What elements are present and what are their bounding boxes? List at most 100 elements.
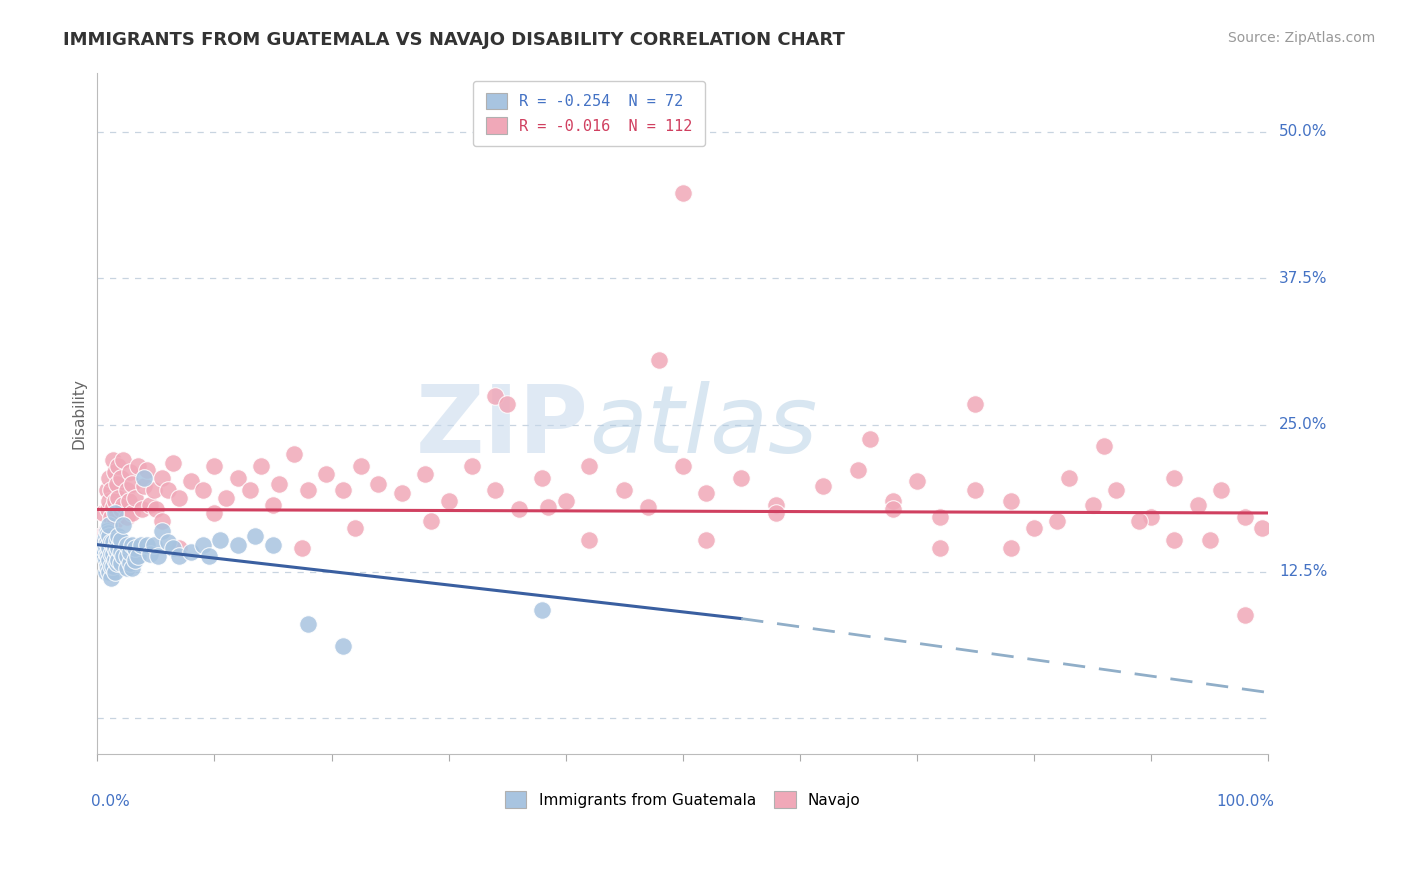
Point: [98, 517, 121, 532]
Point: [134, 479, 156, 493]
Point: [267, 476, 290, 491]
Point: [139, 498, 162, 512]
Point: [1198, 533, 1220, 547]
Text: 0.0%: 0.0%: [91, 795, 131, 809]
Point: [115, 538, 138, 552]
Point: [1092, 439, 1115, 453]
Point: [297, 617, 319, 632]
Point: [96, 535, 118, 549]
Text: 100.0%: 100.0%: [1216, 795, 1274, 809]
Point: [1022, 521, 1045, 535]
Point: [484, 483, 506, 497]
Point: [110, 533, 132, 547]
Point: [965, 483, 987, 497]
Point: [105, 557, 128, 571]
Point: [291, 541, 314, 556]
Point: [124, 491, 146, 505]
Text: IMMIGRANTS FROM GUATEMALA VS NAVAJO DISABILITY CORRELATION CHART: IMMIGRANTS FROM GUATEMALA VS NAVAJO DISA…: [63, 31, 845, 49]
Text: atlas: atlas: [589, 382, 817, 473]
Point: [98, 565, 121, 579]
Text: Source: ZipAtlas.com: Source: ZipAtlas.com: [1227, 31, 1375, 45]
Text: 37.5%: 37.5%: [1279, 271, 1327, 285]
Point: [1105, 483, 1128, 497]
Point: [112, 517, 135, 532]
Point: [965, 397, 987, 411]
Point: [283, 447, 305, 461]
Point: [124, 553, 146, 567]
Point: [162, 456, 184, 470]
Point: [121, 476, 143, 491]
Point: [554, 494, 576, 508]
Point: [813, 479, 835, 493]
Point: [765, 506, 787, 520]
Point: [1046, 514, 1069, 528]
Point: [204, 506, 226, 520]
Point: [882, 502, 904, 516]
Point: [882, 494, 904, 508]
Point: [115, 561, 138, 575]
Point: [112, 498, 135, 512]
Point: [420, 514, 443, 528]
Point: [118, 494, 141, 508]
Point: [97, 538, 120, 552]
Point: [142, 483, 165, 497]
Point: [180, 475, 202, 489]
Point: [110, 502, 132, 516]
Point: [226, 538, 249, 552]
Point: [121, 538, 143, 552]
Point: [695, 486, 717, 500]
Point: [250, 458, 273, 473]
Point: [508, 502, 530, 516]
Point: [127, 458, 149, 473]
Point: [578, 533, 600, 547]
Point: [100, 570, 122, 584]
Point: [1187, 498, 1209, 512]
Point: [115, 509, 138, 524]
Point: [105, 544, 128, 558]
Point: [120, 465, 142, 479]
Point: [859, 432, 882, 446]
Point: [134, 471, 156, 485]
Point: [531, 471, 554, 485]
Point: [101, 453, 124, 467]
Point: [139, 547, 162, 561]
Point: [191, 483, 214, 497]
Point: [91, 535, 114, 549]
Point: [215, 491, 238, 505]
Point: [1057, 471, 1080, 485]
Point: [1233, 509, 1256, 524]
Point: [101, 535, 124, 549]
Point: [905, 475, 928, 489]
Point: [120, 557, 142, 571]
Point: [121, 561, 143, 575]
Point: [98, 471, 121, 485]
Point: [191, 538, 214, 552]
Point: [97, 561, 120, 575]
Point: [578, 458, 600, 473]
Point: [105, 506, 128, 520]
Point: [107, 529, 129, 543]
Point: [156, 535, 179, 549]
Point: [1081, 498, 1104, 512]
Point: [91, 506, 114, 520]
Point: [104, 565, 127, 579]
Point: [107, 541, 129, 556]
Point: [110, 544, 132, 558]
Point: [169, 549, 191, 564]
Point: [315, 467, 337, 482]
Point: [96, 483, 118, 497]
Legend: Immigrants from Guatemala, Navajo: Immigrants from Guatemala, Navajo: [499, 785, 866, 814]
Point: [91, 547, 114, 561]
Point: [127, 549, 149, 564]
Point: [765, 498, 787, 512]
Point: [110, 557, 132, 571]
Point: [97, 549, 120, 564]
Point: [350, 458, 373, 473]
Point: [94, 529, 117, 543]
Point: [100, 547, 122, 561]
Point: [110, 471, 132, 485]
Point: [131, 502, 153, 516]
Point: [156, 483, 179, 497]
Point: [96, 547, 118, 561]
Point: [104, 541, 127, 556]
